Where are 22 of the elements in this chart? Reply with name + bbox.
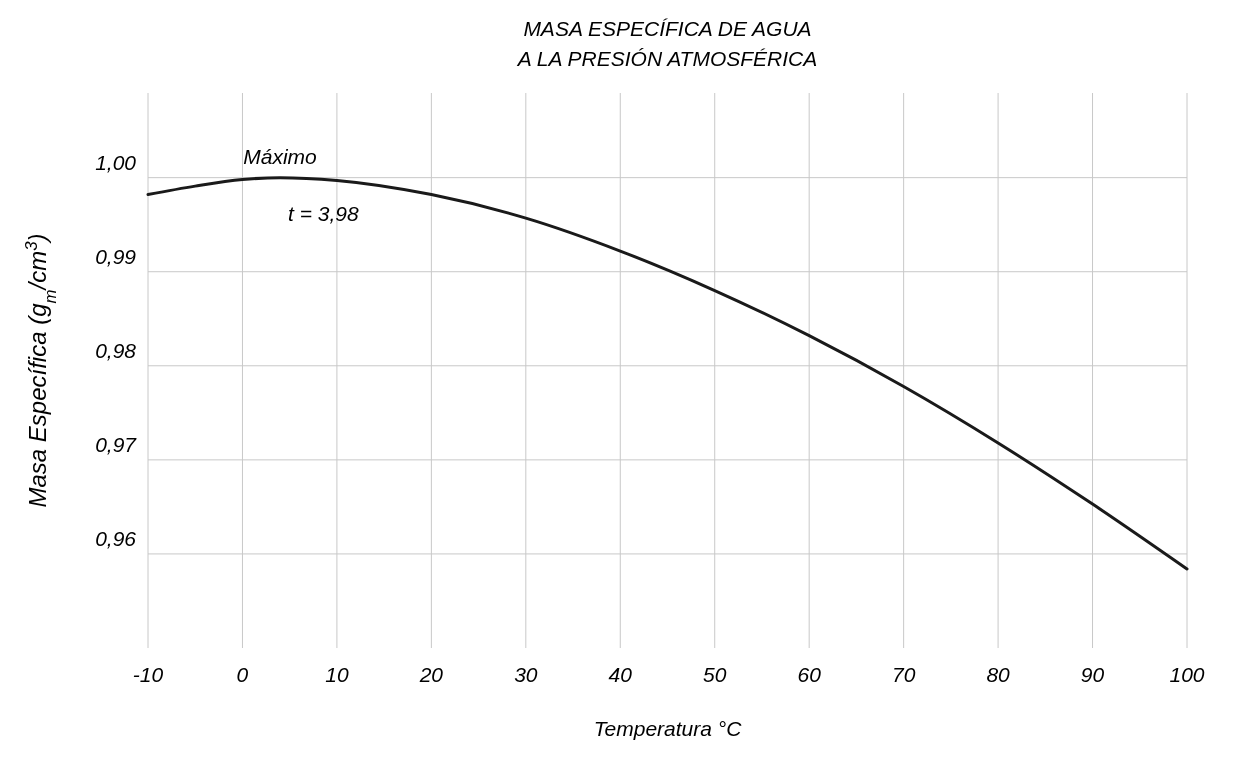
x-tick-label: 50 xyxy=(703,663,727,686)
chart-subtitle: A LA PRESIÓN ATMOSFÉRICA xyxy=(515,47,818,70)
x-tick-label: 90 xyxy=(1080,663,1105,686)
x-tick-label: 80 xyxy=(986,663,1011,686)
y-tick-label: 1,00 xyxy=(95,150,137,174)
x-axis-title: Temperatura °C xyxy=(593,717,743,740)
chart-title: MASA ESPECÍFICA DE AGUA xyxy=(523,17,812,40)
x-tick-label: 60 xyxy=(797,663,822,686)
x-tick-label: -10 xyxy=(132,663,164,686)
x-tick-label: 0 xyxy=(236,663,249,686)
x-tick-label: 20 xyxy=(418,663,444,686)
x-tick-label: 30 xyxy=(514,663,538,686)
y-tick-label: 0,96 xyxy=(95,526,137,550)
y-tick-label: 0,97 xyxy=(95,432,138,456)
x-tick-label: 40 xyxy=(608,663,633,686)
annotation: t = 3,98 xyxy=(288,202,359,225)
x-tick-label: 10 xyxy=(325,663,349,686)
annotation: Máximo xyxy=(243,144,318,168)
y-tick-label: 0,99 xyxy=(95,244,137,268)
x-tick-label: 100 xyxy=(1169,663,1205,686)
y-tick-label: 0,98 xyxy=(95,338,137,362)
x-tick-label: 70 xyxy=(891,663,916,686)
